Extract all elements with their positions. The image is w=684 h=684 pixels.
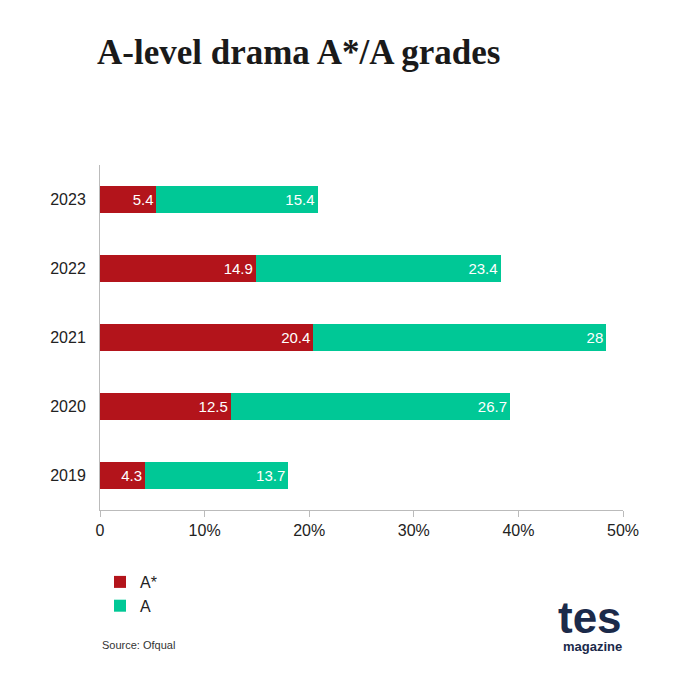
svg-text:20.4: 20.4 [281,329,310,346]
svg-text:tes: tes [558,593,622,642]
svg-text:15.4: 15.4 [285,191,314,208]
svg-text:2021: 2021 [50,329,86,346]
svg-text:0: 0 [96,522,105,539]
svg-text:40%: 40% [502,522,534,539]
svg-text:A: A [140,598,151,615]
svg-text:10%: 10% [189,522,221,539]
svg-text:A-level drama A*/A grades: A-level drama A*/A grades [97,33,500,72]
svg-text:20%: 20% [293,522,325,539]
svg-text:5.4: 5.4 [133,191,154,208]
svg-text:26.7: 26.7 [478,398,507,415]
svg-text:2020: 2020 [50,398,86,415]
svg-text:2022: 2022 [50,260,86,277]
svg-text:magazine: magazine [563,639,622,654]
svg-text:23.4: 23.4 [468,260,497,277]
svg-text:A*: A* [140,574,157,591]
svg-text:13.7: 13.7 [256,467,285,484]
svg-text:12.5: 12.5 [199,398,228,415]
svg-text:Source: Ofqual: Source: Ofqual [102,639,175,651]
svg-text:30%: 30% [398,522,430,539]
svg-text:28: 28 [587,329,604,346]
svg-text:2023: 2023 [50,191,86,208]
svg-text:4.3: 4.3 [121,467,142,484]
svg-text:50%: 50% [607,522,639,539]
svg-text:2019: 2019 [50,467,86,484]
svg-text:14.9: 14.9 [224,260,253,277]
